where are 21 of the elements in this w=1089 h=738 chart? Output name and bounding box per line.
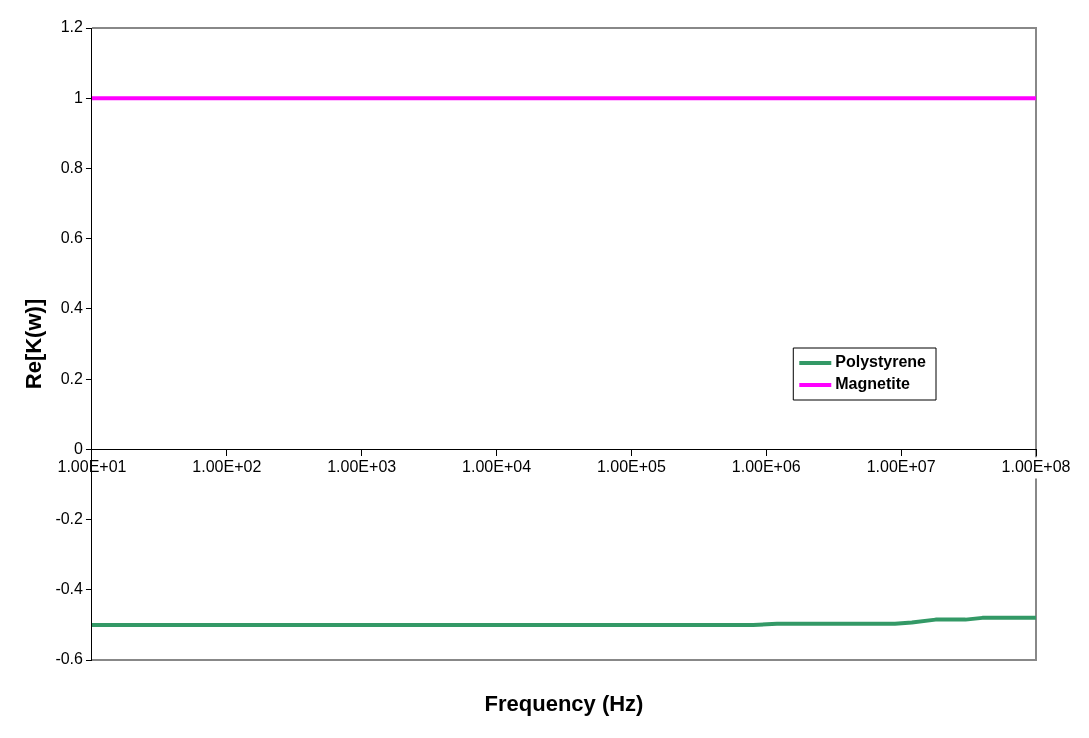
legend-label: Magnetite	[835, 375, 911, 393]
x-tick-label: 1.00E+06	[731, 458, 801, 476]
y-tick-label: 0.8	[60, 158, 84, 176]
y-tick-label: 1.2	[60, 18, 84, 36]
x-tick-label: 1.00E+08	[1001, 458, 1071, 476]
y-tick-label: -0.4	[55, 580, 84, 598]
y-tick-label: 0.6	[60, 229, 84, 247]
x-tick-label: 1.00E+04	[462, 458, 532, 476]
y-tick-label: -0.2	[55, 509, 84, 527]
y-axis-title: Re[K(w)]	[21, 298, 47, 390]
x-tick-label: 1.00E+05	[596, 458, 666, 476]
x-tick-label: 1.00E+07	[866, 458, 936, 476]
y-tick-label: 0.4	[60, 299, 84, 317]
x-tick-label: 1.00E+02	[192, 458, 262, 476]
x-tick-label: 1.00E+03	[327, 458, 397, 476]
x-axis-title: Frequency (Hz)	[484, 691, 644, 717]
y-tick-label: -0.6	[55, 650, 84, 668]
y-tick-label: 0	[74, 439, 84, 457]
y-tick-label: 1	[74, 88, 84, 106]
legend-label: Polystyrene	[835, 353, 927, 371]
y-tick-label: 0.2	[60, 369, 84, 387]
